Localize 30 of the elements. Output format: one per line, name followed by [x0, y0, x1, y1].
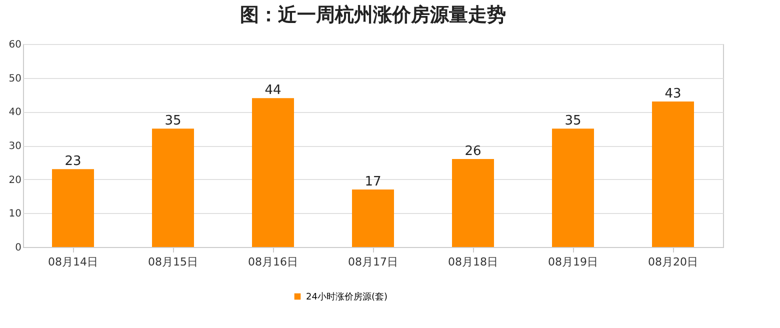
y-tick-label: 0: [15, 242, 22, 254]
bar: [52, 169, 94, 247]
chart-title: 图：近一周杭州涨价房源量走势: [240, 4, 506, 26]
x-tick-label: 08月15日: [148, 256, 198, 268]
bar: [352, 189, 394, 247]
x-tick-label: 08月19日: [548, 256, 598, 268]
y-tick-label: 30: [8, 141, 22, 152]
y-tick-label: 10: [8, 208, 22, 220]
data-label: 44: [264, 83, 282, 98]
bar: [152, 128, 194, 247]
bar: [552, 128, 594, 247]
legend-label: 24小时涨价房源(套): [306, 292, 388, 302]
x-tick-label: 08月17日: [348, 256, 398, 268]
x-tick-label: 08月18日: [448, 256, 498, 268]
x-tick-label: 08月16日: [248, 256, 298, 268]
y-tick-label: 50: [8, 73, 22, 84]
x-tick-label: 08月20日: [648, 256, 698, 268]
bar: [452, 159, 494, 247]
data-label: 17: [364, 174, 382, 190]
data-label: 26: [464, 144, 482, 160]
y-tick-label: 60: [8, 40, 22, 50]
bar: [652, 102, 694, 247]
data-label: 23: [64, 154, 82, 170]
x-tick-label: 08月14日: [48, 256, 98, 268]
bar: [252, 98, 294, 247]
data-label: 43: [664, 86, 682, 102]
data-label: 35: [164, 114, 182, 129]
y-tick-label: 40: [8, 107, 22, 118]
y-tick-label: 20: [8, 174, 22, 186]
data-label: 35: [564, 114, 582, 129]
